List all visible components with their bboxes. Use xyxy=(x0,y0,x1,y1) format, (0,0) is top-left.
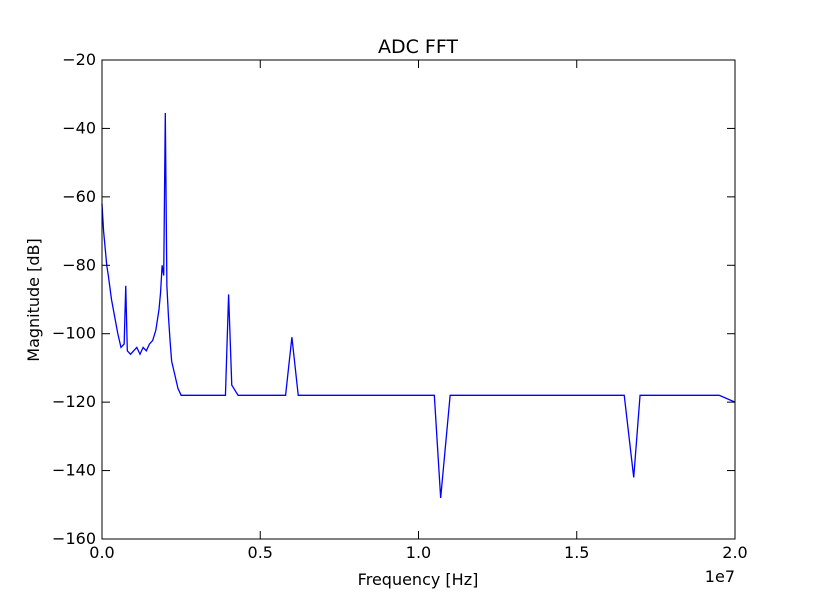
y-tick-label: −20 xyxy=(62,50,96,69)
x-axis-offset-label: 1e7 xyxy=(705,567,735,586)
x-axis-ticks: 0.0 0.5 1.0 1.5 2.0 xyxy=(89,60,748,562)
x-tick-label: 1.0 xyxy=(406,543,431,562)
y-axis-label: Magnitude [dB] xyxy=(24,238,43,361)
y-tick-label: −60 xyxy=(62,187,96,206)
series-line-0 xyxy=(101,113,736,498)
chart-title: ADC FFT xyxy=(378,36,458,58)
x-tick-label: 0.5 xyxy=(248,543,273,562)
y-tick-label: −160 xyxy=(52,529,96,548)
y-tick-label: −100 xyxy=(52,324,96,343)
x-axis-label: Frequency [Hz] xyxy=(358,570,479,589)
y-axis-ticks: −160 −140 −120 −100 −80 −60 −40 −20 xyxy=(52,50,735,548)
y-tick-label: −120 xyxy=(52,392,96,411)
x-tick-label: 1.5 xyxy=(564,543,589,562)
plot-area xyxy=(102,60,735,539)
y-tick-label: −140 xyxy=(52,461,96,480)
x-tick-label: 2.0 xyxy=(722,543,747,562)
y-tick-label: −40 xyxy=(62,118,96,137)
x-tick-label: 0.0 xyxy=(89,543,114,562)
series-layer xyxy=(101,113,736,498)
y-tick-label: −80 xyxy=(62,255,96,274)
